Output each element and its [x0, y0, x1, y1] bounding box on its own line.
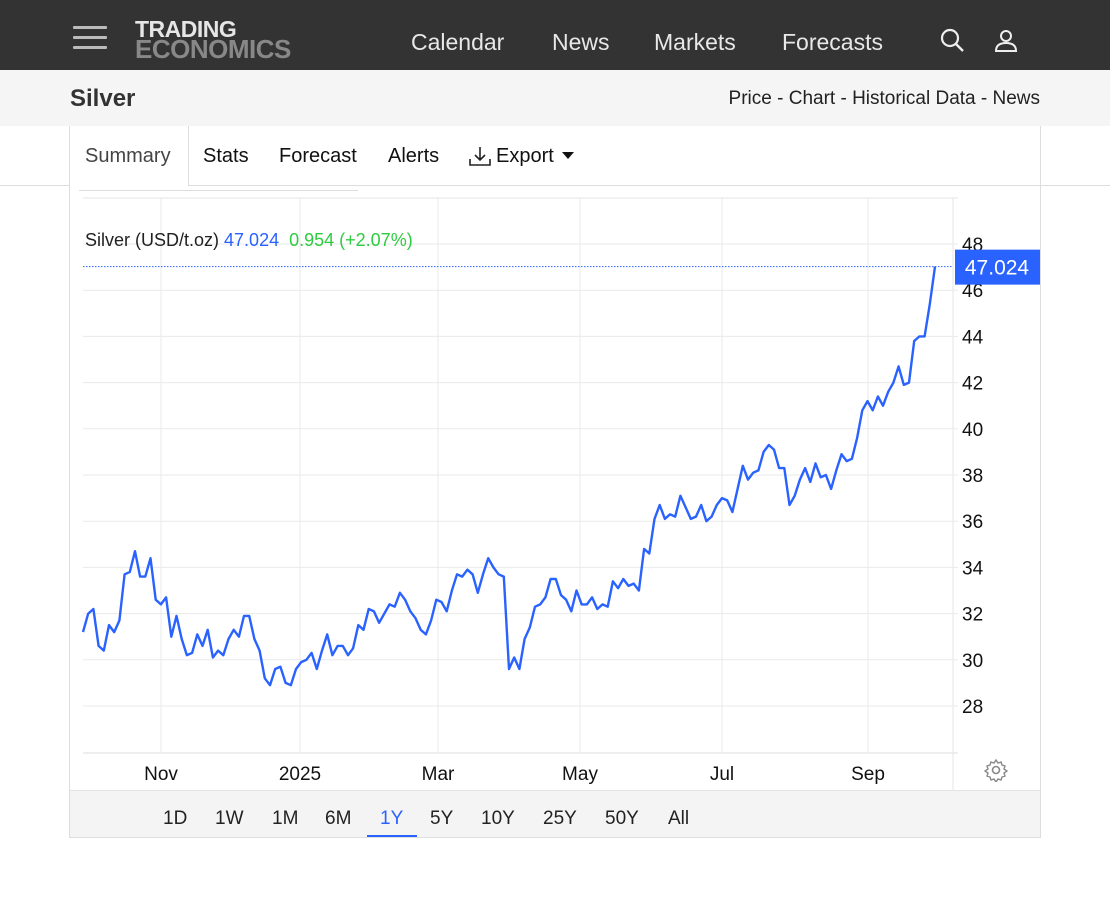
tab-stats[interactable]: Stats	[203, 145, 249, 167]
x-tick-label: Mar	[422, 764, 455, 785]
last-price-label: 47.024	[965, 257, 1030, 280]
legend-price: 47.024	[224, 230, 280, 250]
range-25y[interactable]: 25Y	[543, 808, 577, 829]
download-icon[interactable]	[468, 145, 492, 167]
y-tick-label: 46	[962, 281, 983, 302]
page-title: Silver	[70, 85, 136, 112]
range-6m[interactable]: 6M	[325, 808, 352, 829]
legend-change: 0.954 (+2.07%)	[289, 230, 413, 250]
range-5y[interactable]: 5Y	[430, 808, 454, 829]
range-1d[interactable]: 1D	[163, 808, 188, 829]
range-50y[interactable]: 50Y	[605, 808, 639, 829]
nav-calendar[interactable]: Calendar	[411, 29, 505, 55]
x-tick-label: 2025	[279, 764, 321, 785]
legend-series-name: Silver (USD/t.oz)	[85, 230, 220, 250]
y-tick-label: 34	[962, 558, 984, 579]
y-tick-label: 42	[962, 374, 983, 395]
x-tick-label: Nov	[144, 764, 178, 785]
y-tick-label: 32	[962, 605, 983, 626]
x-tick-label: Jul	[710, 764, 734, 785]
range-1m[interactable]: 1M	[272, 808, 299, 829]
search-icon[interactable]	[938, 26, 966, 54]
active-range-underline	[367, 835, 417, 837]
y-tick-label: 44	[962, 327, 984, 348]
last-price-tag	[955, 249, 1040, 285]
range-1w[interactable]: 1W	[215, 808, 244, 829]
y-tick-label: 28	[962, 697, 983, 718]
gear-icon[interactable]	[984, 758, 1008, 782]
range-all[interactable]: All	[668, 808, 690, 829]
x-tick-label: May	[562, 764, 598, 785]
tab-summary-bg	[69, 126, 189, 186]
y-tick-label: 30	[962, 651, 983, 672]
y-tick-label: 36	[962, 512, 983, 533]
range-1y[interactable]: 1Y	[380, 808, 404, 829]
user-icon[interactable]	[992, 26, 1020, 54]
x-tick-label: Sep	[851, 764, 885, 785]
top-navbar: TRADING ECONOMICS Calendar News Markets F…	[0, 0, 1110, 70]
nav-forecasts[interactable]: Forecasts	[782, 29, 883, 55]
tab-alerts[interactable]: Alerts	[388, 145, 440, 167]
nav-markets[interactable]: Markets	[654, 29, 736, 55]
range-selector: 1D 1W 1M 6M 1Y 5Y 10Y 25Y 50Y All	[70, 790, 1040, 837]
price-series-line	[81, 266, 937, 687]
tab-forecast[interactable]: Forecast	[279, 145, 357, 167]
divider	[0, 185, 1110, 186]
y-tick-label: 40	[962, 420, 983, 441]
caret-down-icon	[562, 152, 574, 159]
chart-container	[69, 126, 1041, 838]
nav-news[interactable]: News	[552, 29, 610, 55]
tab-summary[interactable]: Summary	[85, 145, 171, 167]
page-header: Silver Price - Chart - Historical Data -…	[0, 70, 1110, 126]
y-tick-label: 38	[962, 466, 983, 487]
range-10y[interactable]: 10Y	[481, 808, 515, 829]
divider	[79, 190, 358, 191]
chart-legend: Silver (USD/t.oz) 47.024 0.954 (+2.07%)	[85, 230, 413, 251]
hamburger-menu-icon[interactable]	[73, 26, 107, 50]
tab-export[interactable]: Export	[496, 145, 554, 167]
logo[interactable]: TRADING ECONOMICS	[135, 16, 291, 64]
section-links[interactable]: Price - Chart - Historical Data - News	[728, 88, 1040, 109]
